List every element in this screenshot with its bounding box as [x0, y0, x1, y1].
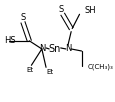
Text: N: N	[64, 44, 71, 53]
Text: S: S	[58, 5, 63, 14]
Text: N: N	[38, 44, 45, 53]
Text: HS: HS	[4, 36, 16, 45]
Text: SH: SH	[84, 6, 96, 15]
Text: Et: Et	[27, 67, 34, 73]
Text: Sn: Sn	[48, 44, 60, 54]
Text: C(CH₃)₃: C(CH₃)₃	[87, 63, 113, 70]
Text: Et: Et	[46, 69, 53, 75]
Text: S: S	[20, 13, 25, 22]
